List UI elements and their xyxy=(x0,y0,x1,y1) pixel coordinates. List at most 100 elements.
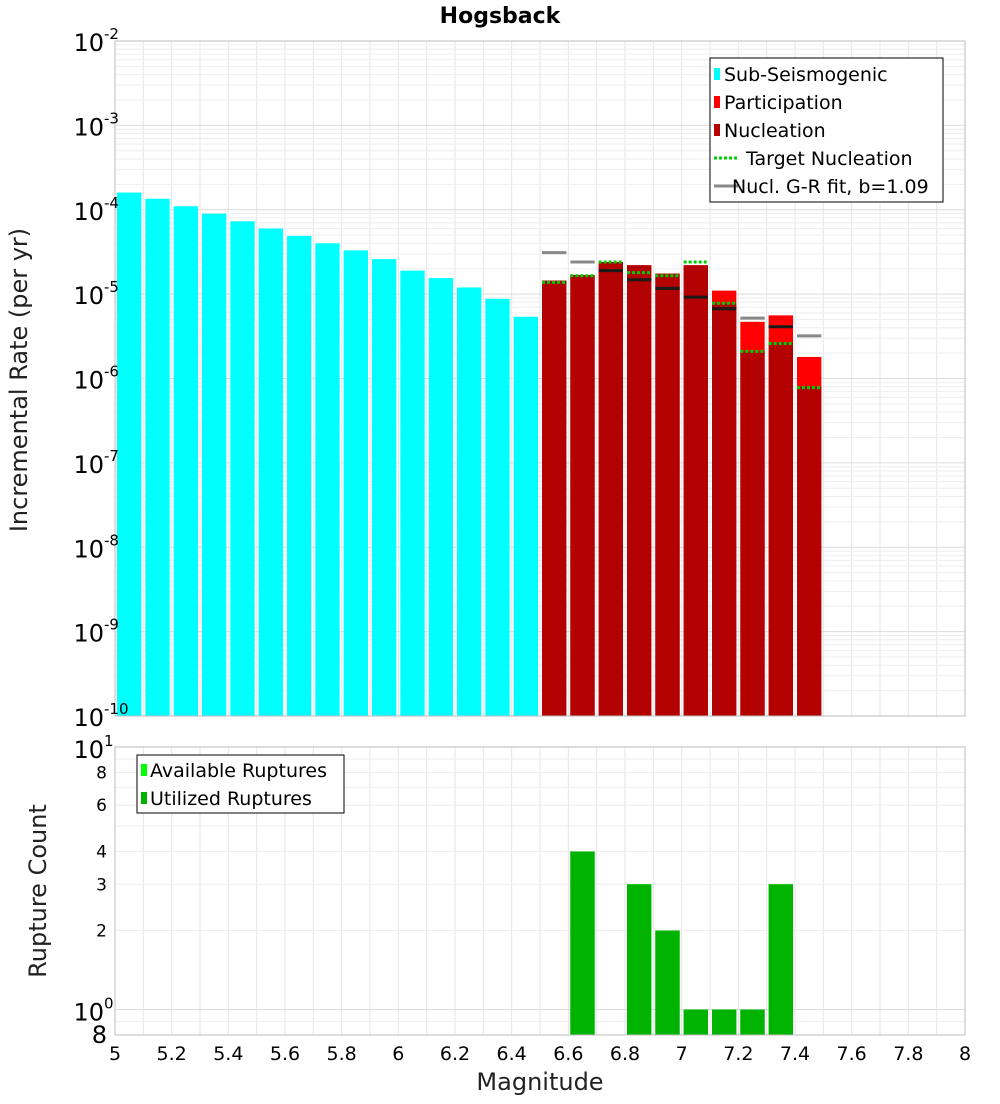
sub-seismogenic-bar xyxy=(400,270,425,716)
x-tick-label: 7.2 xyxy=(723,1043,753,1065)
x-axis-label: Magnitude xyxy=(476,1068,603,1096)
legend-label: Nucl. G-R fit, b=1.09 xyxy=(732,176,929,198)
nucleation-bar xyxy=(768,342,793,716)
sub-seismogenic-bar xyxy=(457,287,482,716)
y-tick-exponent: -5 xyxy=(104,278,119,296)
y-tick-label: 3 xyxy=(96,875,107,895)
nucleation-bar xyxy=(570,275,595,716)
x-tick-label: 7 xyxy=(676,1043,688,1065)
y-tick-exponent: -4 xyxy=(104,194,119,212)
y-tick-exponent: -7 xyxy=(104,447,119,465)
utilized-rupture-bar xyxy=(740,1009,765,1035)
nucleation-bar xyxy=(542,280,567,716)
y-tick-label: 10 xyxy=(73,736,104,764)
x-tick-label: 7.6 xyxy=(837,1043,867,1065)
sub-seismogenic-bar xyxy=(202,213,227,717)
top-legend: Sub-Seismogenic Participation Nucleation Ta… xyxy=(709,57,944,203)
legend-swatch xyxy=(714,96,720,108)
utilized-rupture-bar xyxy=(683,1009,708,1035)
legend-label: Target Nucleation xyxy=(745,148,913,170)
legend-label: Available Ruptures xyxy=(150,760,327,782)
sub-seismogenic-bar xyxy=(315,243,340,717)
legend-swatch xyxy=(714,68,720,80)
y-tick-exponent: -3 xyxy=(104,109,119,127)
y-tick-label: 10 xyxy=(73,535,104,563)
target-nucleation-marks xyxy=(542,260,822,390)
utilized-rupture-bar xyxy=(712,1009,737,1035)
chart-title: Hogsback xyxy=(440,4,562,29)
legend-swatch xyxy=(714,124,720,136)
y-tick-exponent: -8 xyxy=(104,531,119,549)
x-tick-label: 6.6 xyxy=(553,1043,583,1065)
bottom-legend-box xyxy=(136,754,345,814)
sub-seismogenic-bars xyxy=(117,192,538,717)
top-y-axis-label: Incremental Rate (per yr) xyxy=(5,228,33,532)
sub-seismogenic-bar xyxy=(372,259,397,716)
nucleation-bar xyxy=(712,303,737,716)
x-tick-label: 6.2 xyxy=(440,1043,470,1065)
legend-label: Sub-Seismogenic xyxy=(724,64,888,86)
y-tick-label: 10 xyxy=(73,451,104,479)
bottom-legend: Available Ruptures Utilized Ruptures xyxy=(136,754,345,814)
sub-seismogenic-bar xyxy=(258,228,283,716)
y-tick-label: 8 xyxy=(96,763,107,783)
x-tick-label: 5.4 xyxy=(213,1043,243,1065)
y-tick-exponent: 1 xyxy=(104,732,114,750)
nucleation-bar xyxy=(797,386,822,716)
y-tick-exponent: -9 xyxy=(104,616,119,634)
gr-fit-marks xyxy=(542,251,822,338)
nucleation-bar xyxy=(683,265,708,716)
y-tick-label: 10 xyxy=(73,999,104,1027)
x-tick-label: 7.4 xyxy=(780,1043,810,1065)
utilized-rupture-bar xyxy=(570,851,595,1035)
x-tick-label: 6 xyxy=(392,1043,404,1065)
y-tick-label: 2 xyxy=(96,922,107,942)
bottom-y-axis-label: Rupture Count xyxy=(24,804,52,978)
x-tick-label: 5.8 xyxy=(327,1043,357,1065)
x-tick-labels: 5 5.2 5.4 5.6 5.8 6 6.2 6.4 6.6 6.8 7 7.2 7.4 7.6 7.8 8 xyxy=(109,1043,971,1065)
sub-seismogenic-bar xyxy=(287,235,312,716)
y-tick-exponent: -10 xyxy=(104,700,129,718)
utilized-rupture-bar xyxy=(627,884,652,1035)
y-tick-label: 8 xyxy=(92,1021,107,1049)
x-tick-label: 5.2 xyxy=(157,1043,187,1065)
sub-seismogenic-bar xyxy=(485,298,510,716)
utilized-rupture-bar xyxy=(655,930,680,1035)
y-tick-exponent: -2 xyxy=(104,25,119,43)
top-plot-frame xyxy=(114,40,966,717)
bottom-plot-frame xyxy=(114,746,966,1036)
legend-label: Utilized Ruptures xyxy=(150,788,312,810)
nucleation-bar xyxy=(740,351,765,716)
sub-seismogenic-bar xyxy=(173,206,198,716)
x-tick-label: 8 xyxy=(959,1043,971,1065)
top-legend-box xyxy=(709,57,944,203)
sub-seismogenic-bar xyxy=(145,198,170,717)
nucleation-bar xyxy=(627,265,652,716)
nucleation-bar xyxy=(655,273,680,716)
y-tick-exponent: -6 xyxy=(104,363,119,381)
y-tick-label: 6 xyxy=(96,796,107,816)
utilized-rupture-bars xyxy=(570,851,793,1035)
y-tick-label: 10 xyxy=(73,282,104,310)
sub-seismogenic-bar xyxy=(513,316,538,716)
y-tick-label: 4 xyxy=(96,842,107,862)
nucleation-bar xyxy=(598,262,623,716)
y-tick-exponent: 0 xyxy=(104,995,114,1013)
y-tick-label: 10 xyxy=(73,113,104,141)
y-tick-label: 10 xyxy=(73,29,104,57)
y-tick-label: 10 xyxy=(73,620,104,648)
legend-swatch xyxy=(141,764,147,776)
legend-swatch xyxy=(141,792,147,804)
legend-label: Participation xyxy=(724,92,843,114)
sub-seismogenic-bar xyxy=(230,221,255,716)
sub-seismogenic-bar xyxy=(117,192,142,717)
y-tick-label: 10 xyxy=(73,367,104,395)
utilized-rupture-bar xyxy=(768,884,793,1035)
y-tick-label: 10 xyxy=(73,198,104,226)
nucleation-bars xyxy=(542,262,822,716)
x-tick-label: 7.8 xyxy=(893,1043,923,1065)
x-tick-label: 5.6 xyxy=(270,1043,300,1065)
